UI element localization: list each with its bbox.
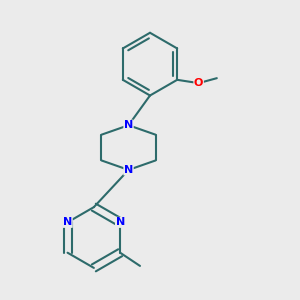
Text: N: N (124, 120, 133, 130)
Text: O: O (194, 78, 203, 88)
Text: N: N (63, 217, 72, 227)
Text: N: N (124, 165, 133, 175)
Text: N: N (116, 217, 125, 227)
